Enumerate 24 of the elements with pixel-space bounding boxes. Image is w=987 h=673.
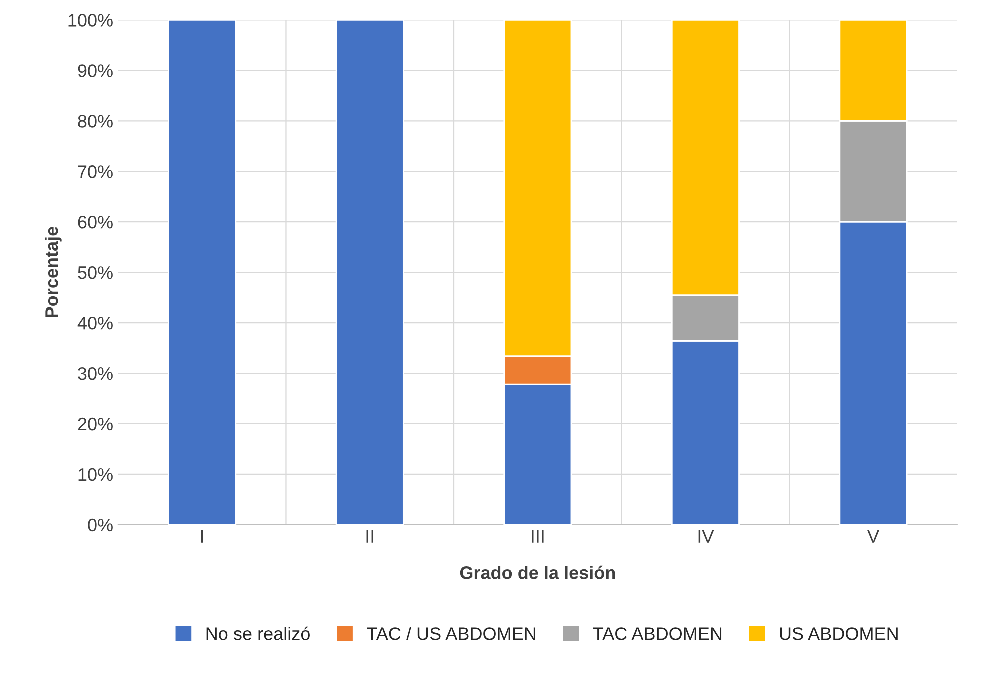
legend-label: TAC / US ABDOMEN [367,627,536,640]
x-tick-label: IV [698,530,714,543]
y-tick-label: 10% [78,468,113,482]
y-tick-label: 20% [78,418,113,431]
x-axis-title: Grado de la lesión [460,566,616,580]
legend-label: TAC ABDOMEN [593,628,722,640]
y-tick-label: 100% [68,14,113,27]
y-tick-label: 90% [78,64,113,78]
legend-label: US ABDOMEN [780,628,898,640]
y-axis-title: Porcentaje [45,227,62,318]
y-tick-label: 40% [78,316,113,330]
x-tick-label: I [201,530,204,543]
x-tick-label: III [532,530,544,543]
x-tick-label: II [366,530,374,543]
y-tick-label: 30% [78,367,113,380]
y-tick-label: 50% [78,266,113,280]
bar [168,20,237,525]
y-tick-label: 70% [78,166,113,178]
y-tick-label: 80% [78,115,113,128]
y-tick-label: 0% [88,518,113,532]
bar [336,20,404,525]
legend-label: No se realizó [206,626,310,640]
y-tick-label: 60% [78,216,113,229]
x-tick-label: V [868,530,880,543]
